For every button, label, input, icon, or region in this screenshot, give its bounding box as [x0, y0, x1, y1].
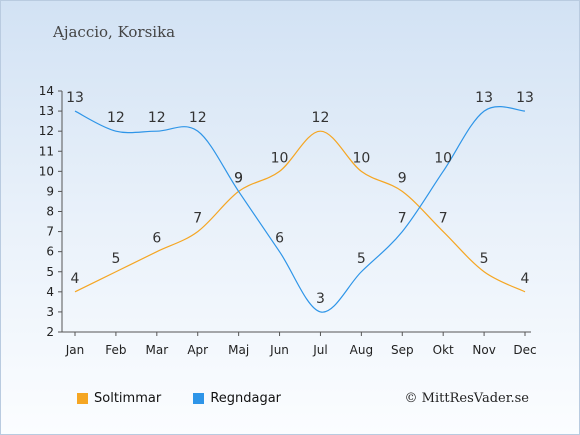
x-tick-label: Jul — [312, 343, 327, 357]
y-tick-label: 6 — [46, 245, 54, 259]
x-tick-label: Aug — [350, 343, 373, 357]
x-tick-label: Jun — [269, 343, 289, 357]
y-tick-label: 8 — [46, 205, 54, 219]
data-label-rain: 12 — [189, 110, 207, 126]
axes: 2 3 4 5 6 7 8 9 10 11 12 13 14 Jan Feb Mar Apr Maj Jun Jul A… — [39, 84, 537, 357]
y-tick-label: 9 — [46, 184, 54, 198]
data-label-rain: 6 — [275, 231, 284, 247]
data-label-sun: 6 — [152, 231, 161, 247]
data-label-sun: 9 — [398, 170, 407, 186]
data-label-sun: 10 — [271, 150, 289, 166]
data-label-rain: 7 — [398, 211, 407, 227]
line-chart: 2 3 4 5 6 7 8 9 10 11 12 13 14 Jan Feb Mar Apr Maj Jun Jul A… — [39, 84, 537, 357]
x-tick-label: Okt — [433, 343, 454, 357]
x-tick-label: Feb — [105, 343, 126, 357]
series-lines — [74, 106, 526, 313]
y-tick-label: 14 — [39, 84, 54, 98]
data-label-rain: 9 — [234, 170, 243, 186]
y-tick-label: 10 — [39, 164, 54, 178]
data-label-rain: 13 — [66, 90, 84, 106]
data-label-sun: 7 — [439, 211, 448, 227]
y-tick-label: 11 — [39, 144, 54, 158]
data-label-rain: 3 — [316, 291, 325, 307]
legend-item-sun: Soltimmar — [77, 391, 161, 406]
data-label-rain: 10 — [434, 150, 452, 166]
data-label-rain: 13 — [516, 90, 534, 106]
data-label-sun: 10 — [352, 150, 370, 166]
series-line-rain — [74, 106, 526, 313]
data-label-rain: 13 — [475, 90, 493, 106]
x-tick-label: Maj — [228, 343, 249, 357]
y-tick-label: 2 — [46, 325, 54, 339]
x-tick-label: Apr — [187, 343, 208, 357]
y-tick-label: 13 — [39, 104, 54, 118]
data-label-rain: 5 — [357, 251, 366, 267]
legend: Soltimmar Regndagar — [77, 391, 309, 408]
legend-swatch-sun — [77, 393, 88, 404]
legend-label-rain: Regndagar — [210, 391, 282, 406]
data-label-sun: 7 — [193, 211, 202, 227]
data-label-sun: 5 — [480, 251, 489, 267]
legend-label-sun: Soltimmar — [94, 391, 162, 406]
y-tick-label: 7 — [46, 225, 54, 239]
data-label-sun: 12 — [312, 110, 330, 126]
copyright-text: © MittResVader.se — [404, 391, 529, 406]
x-tick-label: Sep — [391, 343, 414, 357]
chart-title: Ajaccio, Korsika — [53, 23, 176, 41]
data-label-rain: 12 — [107, 110, 125, 126]
y-tick-label: 4 — [46, 285, 54, 299]
y-tick-label: 3 — [46, 305, 54, 319]
y-tick-label: 12 — [39, 124, 54, 138]
data-label-sun: 5 — [111, 251, 120, 267]
data-label-sun: 4 — [71, 271, 80, 287]
x-tick-label: Mar — [145, 343, 168, 357]
x-tick-label: Jan — [65, 343, 85, 357]
legend-item-rain: Regndagar — [193, 391, 281, 406]
data-label-sun: 9 — [234, 170, 243, 186]
y-tick-label: 5 — [46, 265, 54, 279]
x-tick-label: Dec — [513, 343, 536, 357]
x-tick-label: Nov — [472, 343, 495, 357]
legend-swatch-rain — [193, 393, 205, 404]
series-line-sun — [74, 130, 526, 293]
data-label-rain: 12 — [148, 110, 166, 126]
data-label-sun: 4 — [521, 271, 530, 287]
